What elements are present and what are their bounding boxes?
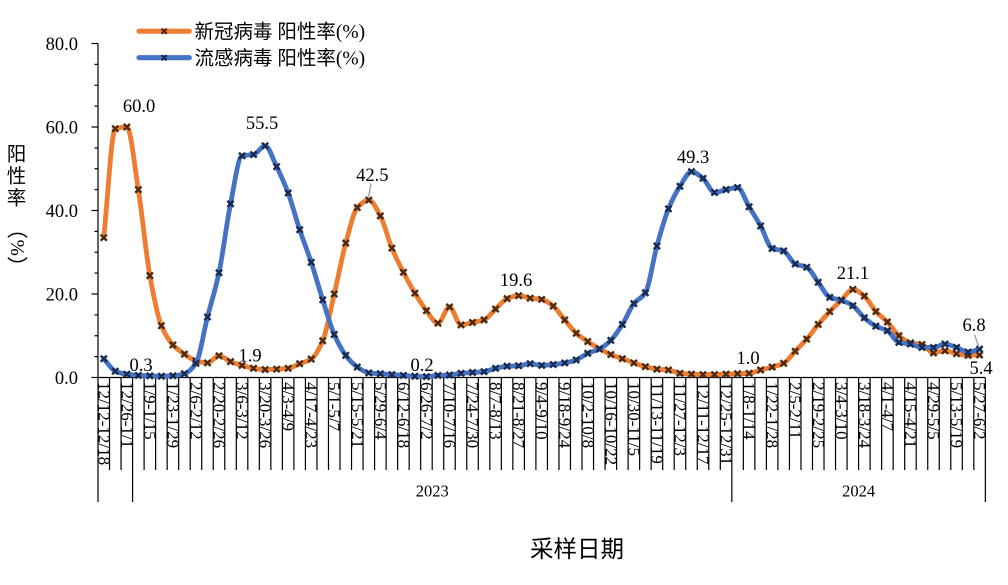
svg-text:采样日期: 采样日期	[530, 536, 624, 563]
svg-text:5/27-6/2: 5/27-6/2	[970, 382, 989, 440]
svg-text:流感病毒 阳性率(%): 流感病毒 阳性率(%)	[195, 48, 366, 70]
svg-text:12/26-1/1: 12/26-1/1	[117, 382, 136, 448]
svg-text:3/20-3/26: 3/20-3/26	[256, 382, 275, 448]
svg-text:（: （	[5, 218, 29, 239]
svg-text:1.9: 1.9	[238, 347, 261, 367]
svg-text:2024: 2024	[842, 482, 875, 501]
svg-text:60.0: 60.0	[46, 118, 78, 138]
svg-text:2/20-2/26: 2/20-2/26	[210, 382, 229, 448]
svg-text:7/10-7/16: 7/10-7/16	[440, 382, 459, 448]
svg-text:5.4: 5.4	[969, 359, 992, 379]
svg-text:49.3: 49.3	[677, 148, 709, 168]
svg-text:1/9-1/15: 1/9-1/15	[140, 382, 159, 440]
svg-text:2023: 2023	[416, 482, 449, 501]
svg-text:2/5-2/11: 2/5-2/11	[786, 382, 805, 439]
svg-text:1.0: 1.0	[736, 349, 759, 369]
svg-text:60.0: 60.0	[123, 97, 155, 117]
svg-text:55.5: 55.5	[246, 114, 278, 134]
svg-text:1/22-1/28: 1/22-1/28	[763, 382, 782, 448]
svg-text:12/11-12/17: 12/11-12/17	[694, 382, 713, 465]
svg-text:4/17-4/23: 4/17-4/23	[302, 382, 321, 448]
svg-text:）: ）	[5, 256, 29, 277]
svg-text:性: 性	[7, 166, 27, 188]
svg-text:4/29-5/5: 4/29-5/5	[924, 382, 943, 440]
svg-text:1/8-1/14: 1/8-1/14	[740, 382, 759, 440]
svg-text:0.3: 0.3	[129, 356, 152, 376]
svg-text:21.1: 21.1	[837, 264, 869, 284]
svg-text:6/12-6/18: 6/12-6/18	[394, 382, 413, 448]
svg-text:%: %	[6, 240, 27, 256]
svg-text:率: 率	[7, 188, 27, 210]
svg-text:5/29-6/4: 5/29-6/4	[371, 382, 390, 440]
svg-text:3/18-3/24: 3/18-3/24	[855, 382, 874, 449]
svg-text:4/15-4/21: 4/15-4/21	[901, 382, 920, 448]
svg-text:5/1-5/7: 5/1-5/7	[325, 382, 344, 432]
svg-text:1/23-1/29: 1/23-1/29	[163, 382, 182, 448]
svg-text:6/26-7/2: 6/26-7/2	[417, 382, 436, 440]
svg-text:9/18-9/24: 9/18-9/24	[555, 382, 574, 449]
svg-text:9/4-9/10: 9/4-9/10	[532, 382, 551, 440]
svg-text:10/2-10/8: 10/2-10/8	[578, 382, 597, 448]
svg-text:12/25-12/31: 12/25-12/31	[717, 382, 736, 465]
svg-text:5/13-5/19: 5/13-5/19	[947, 382, 966, 448]
svg-text:10/16-10/22: 10/16-10/22	[601, 382, 620, 465]
svg-text:6.8: 6.8	[962, 316, 985, 336]
svg-text:2/6-2/12: 2/6-2/12	[186, 382, 205, 440]
svg-text:5/15-5/21: 5/15-5/21	[348, 382, 367, 448]
svg-text:3/4-3/10: 3/4-3/10	[832, 382, 851, 440]
svg-text:4/1-4/7: 4/1-4/7	[878, 382, 897, 432]
svg-text:8/21-8/27: 8/21-8/27	[509, 382, 528, 449]
svg-text:0.0: 0.0	[55, 369, 78, 389]
svg-text:42.5: 42.5	[356, 166, 388, 186]
svg-text:3/6-3/12: 3/6-3/12	[233, 382, 252, 440]
svg-text:40.0: 40.0	[46, 202, 78, 222]
svg-text:0.2: 0.2	[410, 356, 433, 376]
svg-text:80.0: 80.0	[46, 35, 78, 55]
svg-text:11/13-11/19: 11/13-11/19	[647, 382, 666, 464]
svg-text:阳: 阳	[7, 144, 27, 166]
svg-text:20.0: 20.0	[46, 285, 78, 305]
svg-text:8/7-8/13: 8/7-8/13	[486, 382, 505, 440]
svg-text:10/30-11/5: 10/30-11/5	[624, 382, 643, 456]
svg-text:12/12-12/18: 12/12-12/18	[94, 382, 113, 465]
svg-text:11/27-12/3: 11/27-12/3	[670, 382, 689, 456]
svg-text:7/24-7/30: 7/24-7/30	[463, 382, 482, 448]
svg-text:2/19-2/25: 2/19-2/25	[809, 382, 828, 448]
svg-text:19.6: 19.6	[500, 271, 532, 291]
svg-text:新冠病毒 阳性率(%): 新冠病毒 阳性率(%)	[195, 21, 366, 43]
svg-text:4/3-4/9: 4/3-4/9	[279, 382, 298, 431]
